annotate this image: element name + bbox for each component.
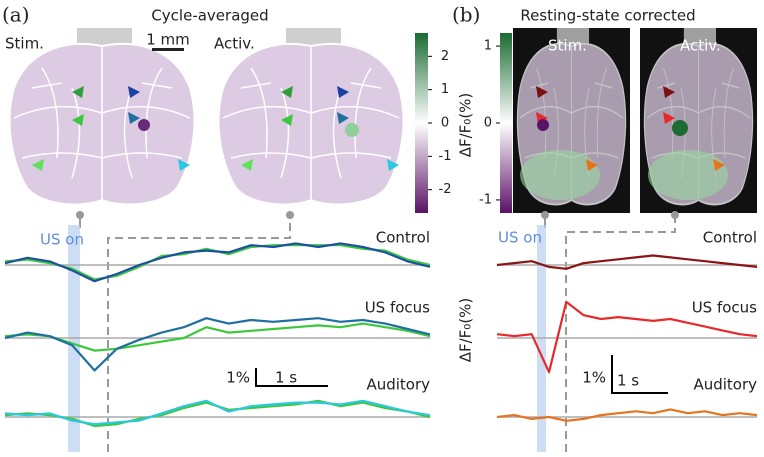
colorbar-tick-label: -2 [439, 182, 452, 197]
dot [286, 211, 294, 219]
colorbar-tick-label: 0 [484, 116, 492, 131]
image-label: Activ. [214, 35, 255, 53]
trace [4, 242, 431, 283]
trace [496, 254, 758, 270]
trace-label: Control [376, 229, 430, 247]
panel-label: (a) [2, 3, 30, 27]
image-activ [209, 27, 412, 213]
colorbar-label: ΔF/F₀(%) [457, 93, 475, 158]
trace [4, 317, 431, 372]
trace-label: Auditory [366, 376, 430, 394]
colorbar [415, 33, 428, 213]
panel-title: Resting-state corrected [520, 7, 695, 25]
colorbar-tick-label: 2 [441, 49, 449, 64]
trace-label: Auditory [693, 376, 757, 394]
scale-label: 1 mm [146, 31, 190, 49]
colorbar-tick-label: 1 [484, 39, 492, 54]
image-stim [513, 27, 630, 213]
y-label: ΔF/F₀(%) [457, 298, 475, 363]
image-label: Activ. [680, 37, 721, 55]
us-on-label: US on [498, 229, 542, 247]
image-activ [640, 27, 757, 213]
trace [4, 399, 431, 426]
image-label: Stim. [5, 35, 44, 53]
dot [541, 211, 549, 219]
trace-label: Control [703, 229, 757, 247]
colorbar-tick-label: 1 [441, 82, 449, 97]
trace [4, 322, 431, 352]
scale-bar [611, 355, 668, 394]
image-stim [0, 27, 205, 213]
colorbar-tick-label: -1 [479, 192, 492, 207]
colorbar-tick-label: 0 [441, 116, 449, 131]
scale-y-label: 1% [582, 369, 606, 387]
scale-y-label: 1% [226, 369, 250, 387]
scale-x-label: 1 s [617, 372, 639, 390]
colorbar-tick-label: -1 [439, 149, 452, 164]
trace-label: US focus [365, 299, 430, 317]
trace-label: US focus [692, 299, 757, 317]
scale-bar [255, 368, 328, 387]
panel-label: (b) [452, 3, 480, 27]
dot [671, 211, 679, 219]
trace [496, 300, 758, 374]
scale-x-label: 1 s [275, 369, 297, 387]
colorbar [500, 33, 512, 213]
dot [76, 211, 84, 219]
image-label: Stim. [548, 37, 587, 55]
us-on-label: US on [40, 231, 84, 249]
trace [496, 408, 758, 422]
panel-title: Cycle-averaged [151, 7, 268, 25]
